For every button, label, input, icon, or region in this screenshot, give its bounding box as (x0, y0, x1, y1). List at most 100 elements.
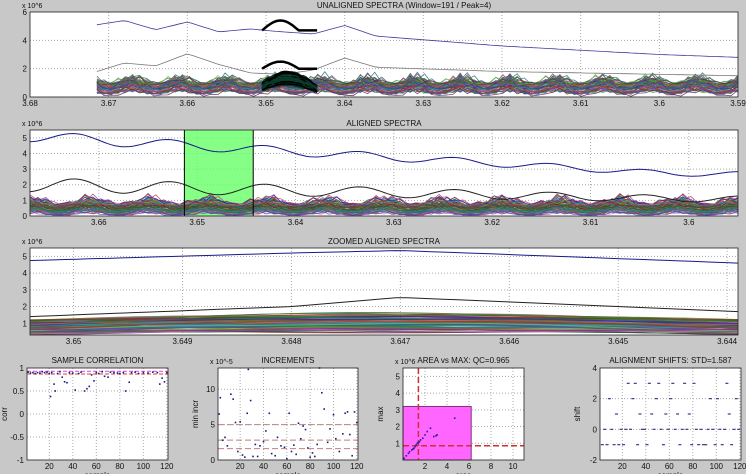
data-point (293, 444, 295, 446)
x-tick-label: 3.61 (573, 99, 589, 108)
peak-window-line (261, 83, 318, 94)
data-point (295, 453, 297, 456)
data-point (103, 375, 106, 378)
x-tick-label: 3.644 (717, 337, 738, 346)
spectrum-line (29, 132, 739, 177)
data-point (88, 385, 91, 388)
y-tick-label: 2 (23, 181, 28, 190)
plot-marks (600, 382, 741, 446)
data-point (254, 443, 257, 446)
bulk-spectrum-line (29, 210, 739, 216)
data-point (247, 368, 250, 371)
x-axis-label: sample (658, 471, 684, 474)
data-point (54, 390, 56, 392)
y-axis-label: shift (573, 406, 582, 421)
x-tick-label: 100 (137, 462, 151, 471)
y-exponent: x 10^6 (22, 3, 43, 10)
y-tick-label: 2 (593, 395, 598, 404)
data-point (321, 391, 323, 394)
data-point (27, 371, 29, 373)
data-point (83, 390, 86, 392)
correlation-chart: 20 40 60 80 100 120 -1 -0.5 0 0.5 1 SAMPLE CORRELAT… (0, 356, 174, 474)
data-point (239, 420, 241, 423)
x-tick-label: 10 (509, 462, 518, 471)
data-point (234, 421, 237, 424)
y-tick-label: 2 (23, 65, 28, 74)
data-point (161, 377, 163, 379)
data-point (166, 371, 168, 374)
data-point (41, 370, 44, 373)
x-tick-label: 40 (641, 462, 650, 471)
bulk-spectrum-line (29, 199, 739, 207)
data-point (314, 455, 316, 458)
bulk-spectrum-line (29, 321, 739, 331)
data-point (34, 372, 37, 375)
data-point (128, 381, 131, 384)
axes-frame (29, 129, 739, 217)
bulk-spectrum-line (29, 320, 739, 326)
data-point (230, 393, 232, 395)
data-point (338, 450, 341, 453)
spectrum-line (29, 178, 739, 203)
y-tick-label: 0 (23, 93, 28, 102)
data-point (417, 441, 420, 444)
x-tick-label: 60 (282, 462, 291, 471)
peak-window-line (261, 78, 318, 91)
data-point (265, 430, 267, 432)
data-point (53, 383, 55, 385)
x-tick-label: 3.62 (484, 218, 500, 227)
y-tick-label: 1 (396, 439, 401, 448)
data-point (142, 371, 145, 374)
data-point (297, 422, 300, 424)
data-point (93, 380, 95, 382)
data-point (307, 447, 309, 449)
data-point (90, 374, 93, 376)
y-tick-label: 0 (211, 456, 216, 465)
y-tick-label: 5 (23, 252, 28, 261)
x-tick-label: 3.65 (189, 218, 205, 227)
data-point (270, 452, 273, 455)
data-point (50, 371, 53, 374)
x-tick-label: 3.649 (172, 337, 193, 346)
data-point (276, 436, 279, 439)
data-point (39, 372, 41, 374)
data-point (429, 427, 432, 430)
data-point (435, 434, 437, 437)
x-axis-label: sample (275, 471, 301, 474)
data-point (290, 450, 293, 453)
x-tick-label: 3.67 (101, 99, 117, 108)
data-point (80, 371, 82, 373)
bulk-spectrum-line (29, 209, 739, 216)
x-tick-label: 100 (327, 462, 341, 471)
bulk-spectrum-line (96, 85, 739, 94)
chart-title: SAMPLE CORRELATION (52, 356, 144, 365)
data-point (130, 371, 133, 374)
axes-frame (26, 367, 169, 461)
y-tick-label: 0.5 (13, 387, 25, 396)
data-point (97, 372, 100, 375)
x-tick-label: 3.6 (683, 218, 695, 227)
data-point (424, 434, 426, 436)
data-point (158, 383, 161, 385)
data-point (109, 371, 112, 373)
x-tick-label: 80 (306, 462, 315, 471)
spectrum-line (29, 250, 739, 264)
y-axis-label: min incr (191, 400, 200, 428)
data-point (407, 452, 410, 455)
data-point (224, 436, 226, 439)
data-point (36, 371, 39, 374)
data-point (262, 440, 265, 443)
data-point (68, 371, 71, 374)
data-point (356, 421, 358, 424)
bulk-spectrum-line (96, 81, 739, 96)
data-point (413, 447, 415, 450)
data-point (59, 370, 61, 373)
y-tick-label: 4 (23, 149, 28, 158)
x-tick-label: 3.66 (180, 99, 196, 108)
x-tick-label: 8 (489, 462, 494, 471)
peak-window-line (261, 19, 318, 32)
data-point (436, 434, 438, 436)
bulk-spectrum-line (96, 87, 739, 97)
x-tick-label: 3.646 (499, 337, 520, 346)
